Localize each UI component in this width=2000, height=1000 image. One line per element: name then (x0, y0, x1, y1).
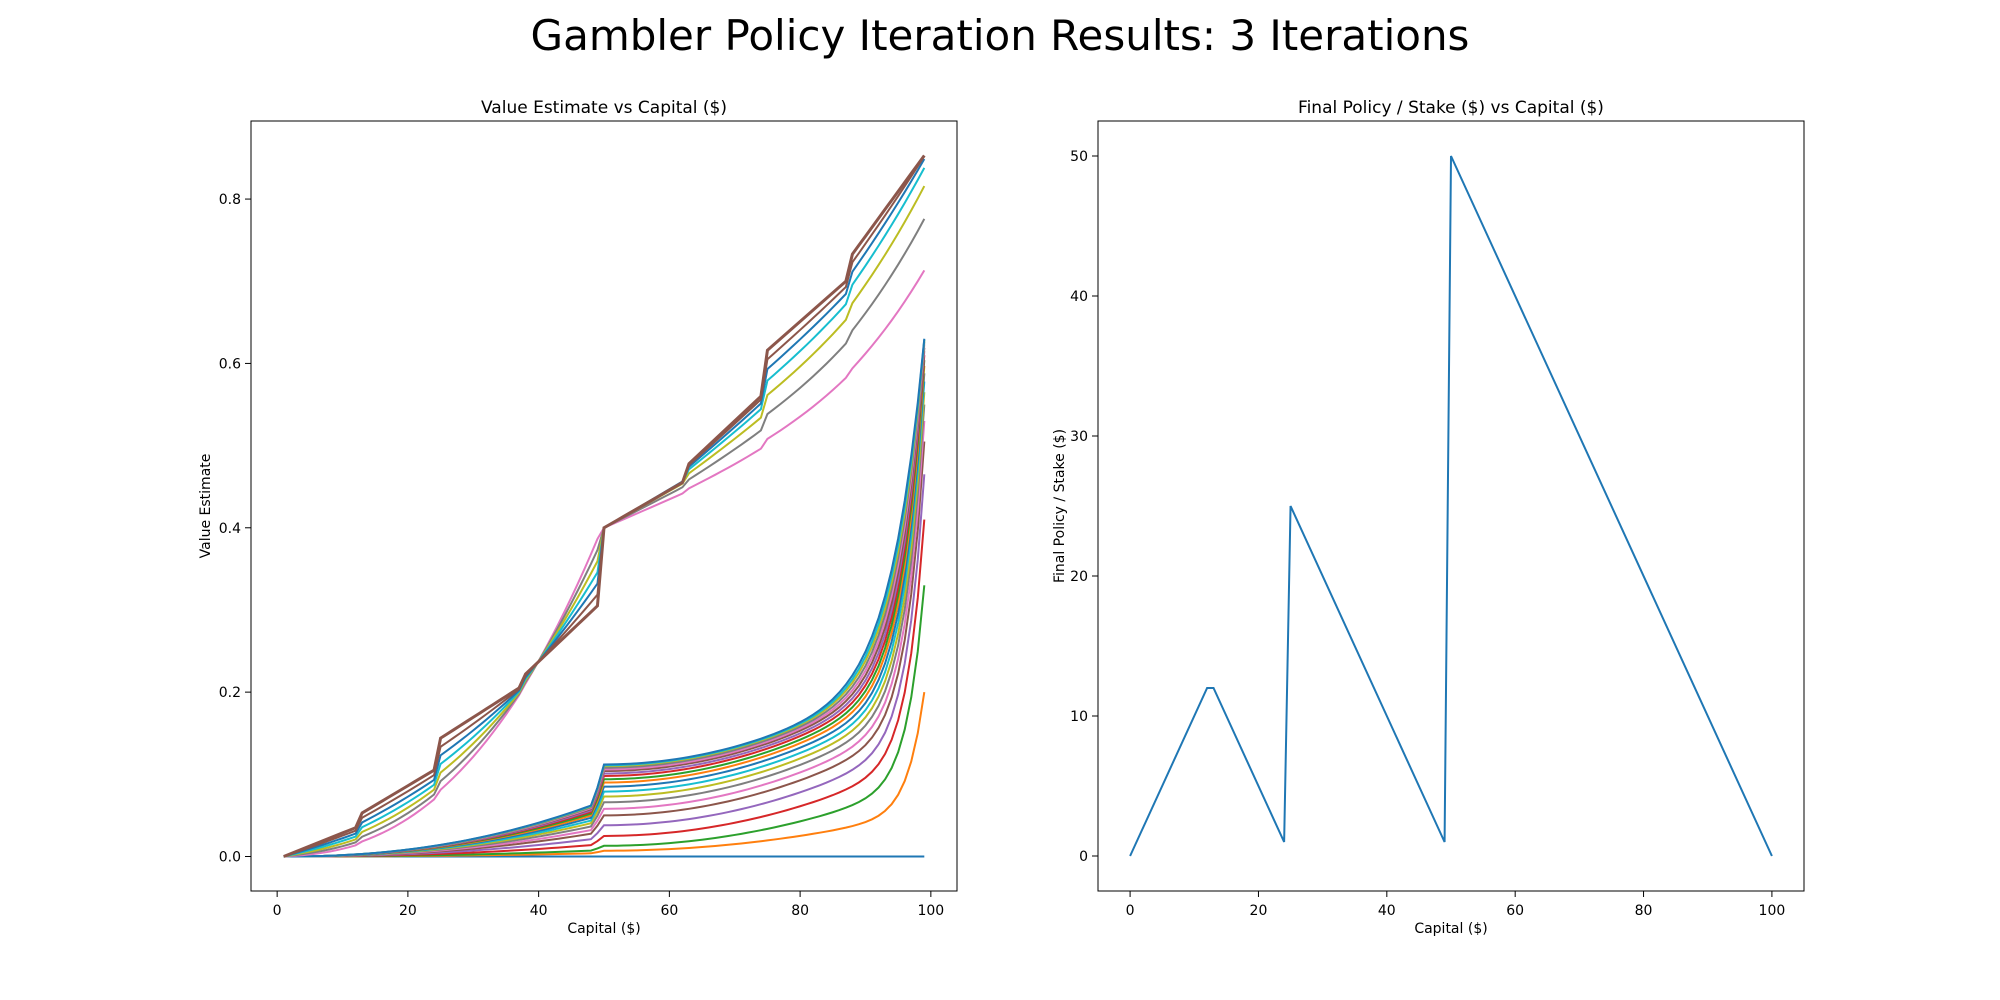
final-policy-y-label: Final Policy / Stake ($) (1052, 429, 1068, 583)
figure-title: Gambler Policy Iteration Results: 3 Iter… (531, 11, 1470, 60)
final-policy-y-tick-label: 40 (1070, 289, 1088, 305)
final-policy-y-ticks: 0 10 20 30 40 50 (1070, 149, 1098, 865)
final-policy-y-tick-label: 50 (1070, 149, 1088, 165)
value-estimate-title: Value Estimate vs Capital ($) (481, 98, 727, 118)
final-policy-x-tick-label: 20 (1250, 903, 1268, 919)
final-policy-x-tick-label: 80 (1635, 903, 1653, 919)
value-estimate-series-group (283, 154, 926, 858)
value-sweep-line (283, 519, 926, 858)
value-estimate-x-tick-label: 20 (399, 903, 417, 919)
value-estimate-y-tick-label: 0.0 (219, 849, 241, 865)
final-policy-y-tick-label: 10 (1070, 709, 1088, 725)
value-estimate-x-tick-label: 80 (791, 903, 809, 919)
value-estimate-x-tick-label: 0 (273, 903, 282, 919)
value-estimate-x-ticks: 0 20 40 60 80 100 (273, 891, 944, 919)
final-policy-y-tick-label: 30 (1070, 429, 1088, 445)
final-policy-panel: Final Policy / Stake ($) vs Capital ($) … (1052, 98, 1805, 937)
value-sweep-line (283, 338, 926, 858)
value-estimate-x-tick-label: 100 (917, 903, 944, 919)
final-policy-axes-frame (1097, 120, 1805, 892)
value-estimate-y-tick-label: 0.2 (219, 685, 241, 701)
final-policy-x-tick-label: 100 (1759, 903, 1786, 919)
final-policy-x-ticks: 0 20 40 60 80 100 (1126, 891, 1786, 919)
value-estimate-y-tick-label: 0.4 (219, 521, 241, 537)
policy-stake-line (1129, 155, 1773, 857)
value-converged-line (283, 154, 926, 858)
value-estimate-y-ticks: 0.0 0.2 0.4 0.6 0.8 (219, 192, 251, 865)
final-policy-x-label: Capital ($) (1414, 921, 1487, 937)
value-estimate-panel: Value Estimate vs Capital ($) 0 20 40 60 80 1… (198, 98, 958, 937)
final-policy-y-tick-label: 20 (1070, 569, 1088, 585)
final-policy-x-tick-label: 40 (1378, 903, 1396, 919)
final-policy-x-tick-label: 0 (1126, 903, 1135, 919)
value-estimate-x-tick-label: 40 (530, 903, 548, 919)
value-converged-line (283, 155, 926, 858)
value-estimate-y-tick-label: 0.8 (219, 192, 241, 208)
value-converged-line (283, 185, 926, 858)
value-estimate-y-label: Value Estimate (198, 454, 214, 559)
final-policy-series-group (1129, 155, 1773, 857)
value-estimate-x-tick-label: 60 (660, 903, 678, 919)
value-estimate-x-label: Capital ($) (567, 921, 640, 937)
final-policy-x-tick-label: 60 (1506, 903, 1524, 919)
value-estimate-y-tick-label: 0.6 (219, 356, 241, 372)
final-policy-title: Final Policy / Stake ($) vs Capital ($) (1298, 98, 1604, 118)
final-policy-y-tick-label: 0 (1079, 849, 1088, 865)
value-estimate-axes-frame (250, 120, 958, 892)
